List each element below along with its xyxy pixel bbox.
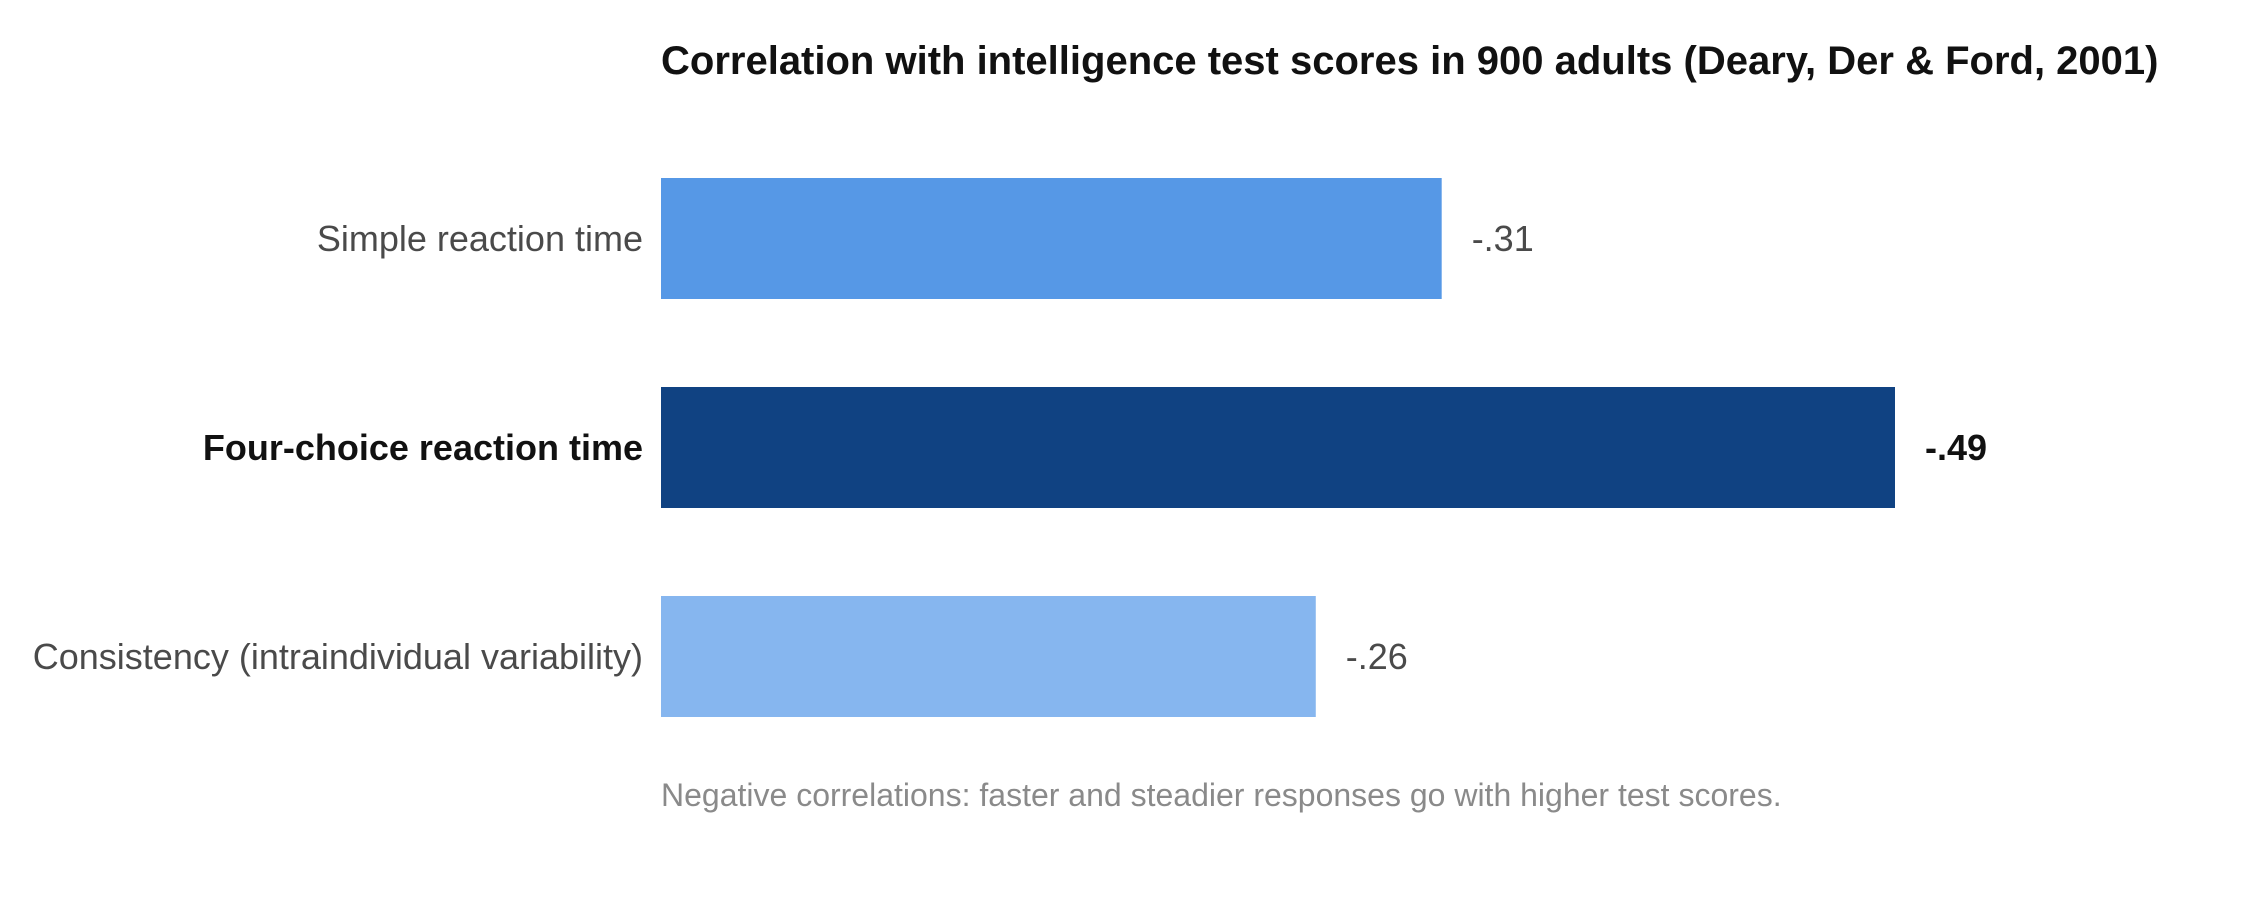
chart-title: Correlation with intelligence test score… [661, 39, 2158, 83]
bar-1 [661, 178, 1442, 299]
bar-3 [661, 596, 1316, 717]
category-label-2: Four-choice reaction time [203, 427, 643, 468]
bars-group: Simple reaction time -.31 Four-choice reac… [33, 178, 1987, 717]
category-label-1: Simple reaction time [317, 218, 643, 259]
chart-note: Negative correlations: faster and steadi… [661, 777, 1782, 813]
category-label-3: Consistency (intraindividual variability… [33, 636, 643, 677]
value-label-2: -.49 [1925, 427, 1987, 468]
value-label-1: -.31 [1472, 218, 1534, 259]
bar-2 [661, 387, 1895, 508]
value-label-3: -.26 [1346, 636, 1408, 677]
